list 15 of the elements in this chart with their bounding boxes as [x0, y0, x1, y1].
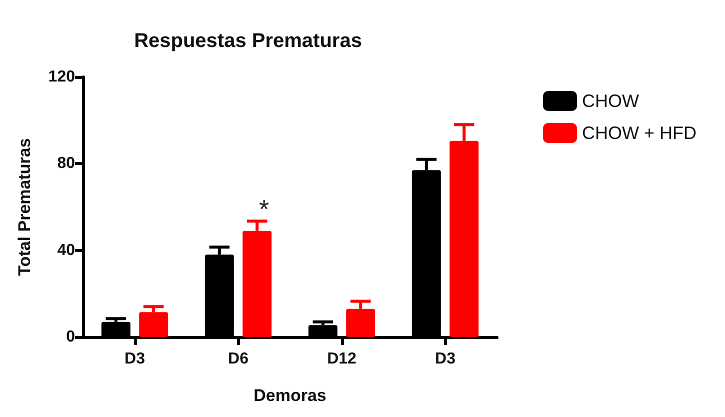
y-tick-label: 80	[57, 155, 76, 172]
x-tick-label: D3	[435, 350, 456, 368]
y-tick-label: 120	[48, 68, 76, 86]
bar	[139, 312, 168, 337]
x-axis-title: Demoras	[254, 386, 326, 405]
chart-title: Respuestas Prematuras	[134, 30, 362, 52]
y-tick-label: 40	[57, 242, 76, 259]
legend-label: CHOW + HFD	[582, 123, 696, 143]
x-tick-label: D12	[327, 350, 357, 368]
x-tick-label: D3	[124, 350, 146, 368]
x-tick-label: D6	[228, 350, 249, 368]
y-tick-label: 0	[66, 328, 76, 346]
legend-label: CHOW	[582, 91, 639, 111]
annotation: *	[259, 194, 270, 224]
y-axis-title: Total Prematuras	[15, 138, 34, 276]
